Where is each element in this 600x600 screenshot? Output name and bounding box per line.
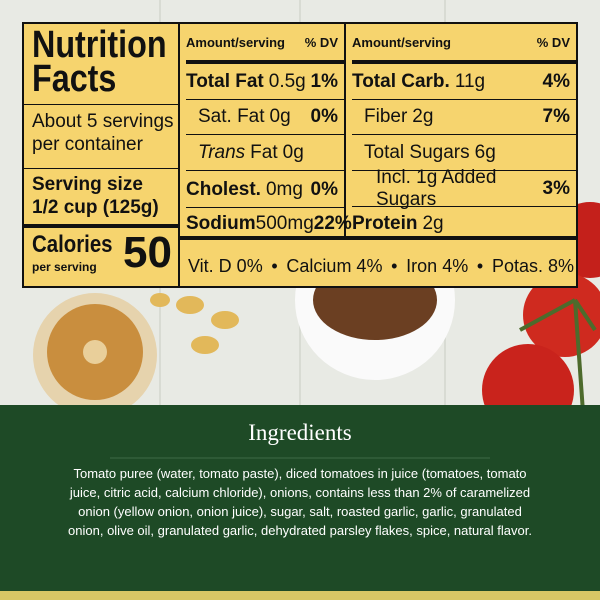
nutrient-row: Total Fat 0.5g 1% (186, 64, 344, 100)
right-column: Amount/serving % DV Total Carb. 11g 4% Fibe… (346, 24, 576, 236)
nutrient-label: Sodium (186, 212, 256, 234)
nutrient-row: Total Sugars 6g (352, 136, 576, 171)
nutrient-label: Total Fat (186, 70, 264, 92)
nutrient-amount: 0g (269, 106, 291, 127)
serving-size: 1/2 cup (125g) (32, 197, 159, 218)
ingredients-text: Tomato puree (water, tomato paste), dice… (68, 466, 532, 538)
nutrient-row: Fiber 2g 7% (352, 100, 576, 135)
nutrient-amount: 2g (412, 106, 434, 127)
nutrient-italic: Trans (198, 142, 246, 163)
nutrient-label: Total Carb. (352, 70, 450, 92)
nutrient-label: Total Sugars (364, 142, 470, 163)
nutrient-dv: 3% (542, 178, 570, 199)
nutrient-amount: 2g (422, 212, 444, 234)
nutrition-label: Nutrition Facts About 5 servings per con… (22, 22, 578, 288)
nutrient-label: Sat. Fat (198, 106, 265, 127)
nutrient-dv: 0% (310, 178, 338, 200)
header-dv: % DV (536, 34, 570, 50)
nutrient-label: Incl. 1g Added Sugars (376, 167, 497, 210)
calories-label: Calories (32, 231, 113, 258)
vitamin: Potas. 8% (491, 255, 574, 276)
nutrient-row: Incl. 1g Added Sugars 3% (352, 167, 576, 210)
nutrient-label: Fiber (364, 106, 408, 127)
nutrient-dv: 4% (542, 70, 570, 92)
separator: • (476, 255, 484, 276)
nutrient-label: Cholest. (186, 178, 261, 200)
nutrient-row: Total Carb. 11g 4% (352, 64, 576, 100)
header-dv: % DV (304, 34, 338, 50)
nutrient-dv: 0% (310, 106, 338, 127)
nutrient-dv: 22% (313, 212, 352, 234)
header-amount: Amount/serving (186, 34, 285, 50)
nutrient-dv: 1% (310, 70, 338, 92)
serving-size-label: Serving size (32, 174, 143, 195)
nutrient-amount: 0g (282, 142, 304, 163)
vitamin: Calcium 4% (286, 255, 383, 276)
nutrient-amount: 11g (454, 70, 486, 92)
rule (180, 236, 576, 240)
nutrient-row: Protein 2g (352, 206, 576, 241)
nutrient-amount: 0.5g (268, 70, 306, 92)
left-column: Nutrition Facts About 5 servings per con… (24, 24, 180, 286)
nutrient-amount: 500mg (255, 212, 314, 234)
vitamin: Iron 4% (406, 255, 469, 276)
middle-column: Amount/serving % DV Total Fat 0.5g 1% Sat. … (180, 24, 352, 236)
servings: About 5 servings per container (32, 111, 174, 155)
separator: • (391, 255, 398, 276)
calories-value: 50 (123, 228, 172, 277)
header-amount: Amount/serving (352, 34, 451, 50)
nutrient-row: Trans Fat 0g (186, 136, 344, 171)
label-title: Nutrition Facts (32, 24, 167, 100)
nutrient-row: Sodium 500mg 22% (186, 206, 352, 241)
nutrient-row: Sat. Fat 0g 0% (186, 100, 344, 135)
nutrient-dv: 7% (542, 106, 570, 127)
calories-sub: per serving (32, 260, 97, 274)
nutrient-label: Fat (250, 142, 278, 163)
header: Amount/serving % DV (186, 24, 344, 64)
nutrient-label: Protein (352, 212, 418, 234)
nutrient-row: Cholest. 0mg 0% (186, 172, 344, 208)
nutrient-amount: 0mg (265, 178, 303, 200)
header: Amount/serving % DV (352, 24, 576, 64)
vitamins: Vit. D 0% • Calcium 4% • Iron 4% • Potas. 8% (188, 246, 574, 286)
ingredients-title: Ingredients (248, 420, 352, 445)
nutrient-amount: 6g (474, 142, 496, 163)
vitamin: Vit. D 0% (188, 255, 263, 276)
separator: • (271, 255, 278, 276)
